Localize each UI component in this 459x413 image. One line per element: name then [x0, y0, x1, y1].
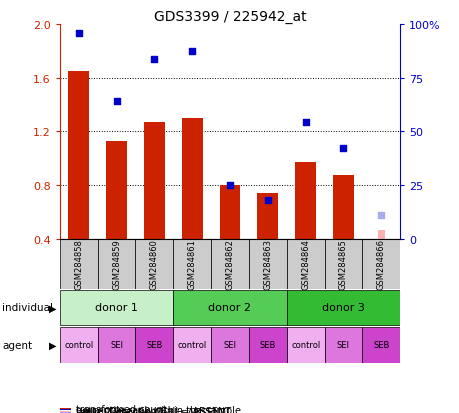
Text: ▶: ▶ — [49, 303, 56, 313]
Text: GSM284863: GSM284863 — [263, 239, 272, 290]
Text: donor 1: donor 1 — [95, 303, 138, 313]
Bar — [257, 194, 278, 240]
Bar — [362, 240, 399, 289]
Text: GSM284865: GSM284865 — [338, 239, 347, 290]
Text: GSM284864: GSM284864 — [301, 239, 309, 290]
Text: control: control — [177, 340, 207, 349]
Title: GDS3399 / 225942_at: GDS3399 / 225942_at — [153, 10, 306, 24]
Text: ▶: ▶ — [49, 340, 56, 350]
Text: donor 2: donor 2 — [208, 303, 251, 313]
Bar — [60, 412, 71, 413]
Text: individual: individual — [2, 303, 53, 313]
Bar — [286, 327, 324, 363]
Text: SEI: SEI — [110, 340, 123, 349]
Text: SEI: SEI — [223, 340, 236, 349]
Bar — [60, 240, 97, 289]
Text: agent: agent — [2, 340, 32, 350]
Text: SEI: SEI — [336, 340, 349, 349]
Point — [75, 31, 82, 38]
Bar — [286, 290, 399, 325]
Bar — [68, 72, 89, 240]
Bar — [60, 411, 71, 412]
Point — [377, 212, 384, 219]
Point — [151, 57, 158, 63]
Point — [263, 197, 271, 204]
Bar — [362, 327, 399, 363]
Text: value, Detection Call = ABSENT: value, Detection Call = ABSENT — [76, 406, 230, 413]
Bar — [377, 230, 384, 240]
Bar — [181, 119, 202, 240]
Text: control: control — [291, 340, 319, 349]
Bar — [211, 327, 248, 363]
Text: control: control — [64, 340, 93, 349]
Point — [226, 183, 233, 189]
Text: donor 3: donor 3 — [321, 303, 364, 313]
Bar — [295, 163, 315, 240]
Text: rank, Detection Call = ABSENT: rank, Detection Call = ABSENT — [76, 407, 226, 413]
Point — [188, 48, 196, 55]
Bar — [248, 327, 286, 363]
Bar — [97, 327, 135, 363]
Bar — [332, 175, 353, 240]
Text: GSM284859: GSM284859 — [112, 239, 121, 290]
Text: GSM284866: GSM284866 — [376, 239, 385, 290]
Text: GSM284860: GSM284860 — [150, 239, 158, 290]
Bar — [324, 327, 362, 363]
Bar — [324, 240, 362, 289]
Bar — [60, 408, 71, 409]
Point — [112, 98, 120, 104]
Text: GSM284862: GSM284862 — [225, 239, 234, 290]
Text: GSM284861: GSM284861 — [187, 239, 196, 290]
Point — [339, 145, 347, 152]
Bar — [286, 240, 324, 289]
Text: SEB: SEB — [146, 340, 162, 349]
Bar — [97, 240, 135, 289]
Bar — [106, 142, 127, 240]
Bar — [60, 290, 173, 325]
Bar — [248, 240, 286, 289]
Bar — [60, 327, 97, 363]
Text: SEB: SEB — [259, 340, 275, 349]
Text: transformed count: transformed count — [76, 404, 166, 413]
Text: percentile rank within the sample: percentile rank within the sample — [76, 405, 241, 413]
Point — [301, 119, 308, 126]
Text: SEB: SEB — [372, 340, 389, 349]
Bar — [135, 327, 173, 363]
Bar — [60, 409, 71, 411]
Bar — [173, 290, 286, 325]
Bar — [173, 240, 211, 289]
Bar — [135, 240, 173, 289]
Bar — [211, 240, 248, 289]
Bar — [144, 123, 164, 240]
Bar — [219, 186, 240, 240]
Bar — [173, 327, 211, 363]
Text: GSM284858: GSM284858 — [74, 239, 83, 290]
